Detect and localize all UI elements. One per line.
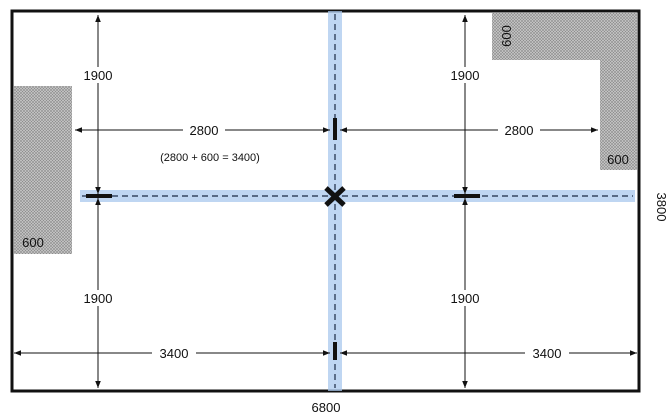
horizontal-tick-right xyxy=(454,194,480,198)
label-top-left-vertical: 1900 xyxy=(84,68,113,83)
horizontal-tick-left xyxy=(86,194,112,198)
label-bottom-left-vertical: 1900 xyxy=(84,291,113,306)
label-right-horizontal-lower: 3400 xyxy=(533,346,562,361)
label-left-block: 600 xyxy=(22,235,44,250)
top-right-obstruction-block xyxy=(492,13,637,170)
label-total-width: 6800 xyxy=(312,400,341,415)
label-bottom-right-vertical: 1900 xyxy=(451,291,480,306)
label-right-horizontal-upper: 2800 xyxy=(505,123,534,138)
left-obstruction-block xyxy=(14,86,72,254)
vertical-tick-lower xyxy=(333,342,337,360)
calculation-note: (2800 + 600 = 3400) xyxy=(160,152,260,164)
label-top-right-horizontal-block: 600 xyxy=(607,152,629,167)
label-left-horizontal-upper: 2800 xyxy=(190,123,219,138)
label-total-height: 3800 xyxy=(654,193,669,222)
vertical-tick-upper xyxy=(333,118,337,140)
center-cross-icon xyxy=(324,186,346,207)
label-left-horizontal-lower: 3400 xyxy=(160,346,189,361)
label-top-right-vertical: 1900 xyxy=(451,68,480,83)
label-top-right-vertical-block: 600 xyxy=(499,25,514,47)
